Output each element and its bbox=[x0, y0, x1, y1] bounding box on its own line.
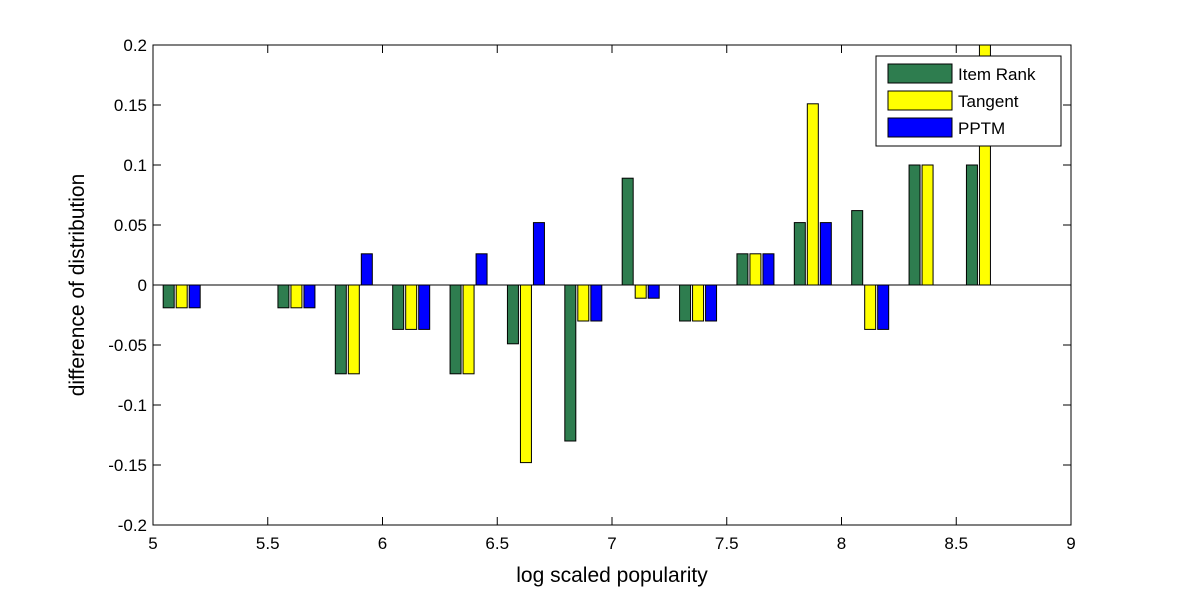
bar-item-rank-2 bbox=[334, 284, 347, 375]
bar-item-rank-12 bbox=[908, 164, 921, 286]
bar-item-rank-1 bbox=[277, 284, 290, 309]
y-tick-label: -0.1 bbox=[118, 396, 147, 415]
legend-swatch-tangent bbox=[887, 90, 953, 111]
bar-item-rank-11 bbox=[851, 210, 864, 286]
legend: Item Rank Tangent PPTM bbox=[875, 55, 1062, 147]
bar-pptm-9 bbox=[762, 253, 775, 286]
bar-item-rank-4 bbox=[449, 284, 462, 375]
bar-pptm-2 bbox=[360, 253, 373, 286]
bar-tangent-9 bbox=[749, 253, 762, 286]
y-tick-label: 0.15 bbox=[114, 96, 147, 115]
bar-pptm-0 bbox=[188, 284, 201, 309]
y-axis-label: difference of distribution bbox=[66, 174, 89, 397]
y-tick-label: 0.1 bbox=[123, 156, 147, 175]
bar-pptm-6 bbox=[590, 284, 603, 322]
x-tick-label: 7.5 bbox=[715, 534, 739, 553]
ticks-group: 5 5.5 6 6.5 7 7.5 8 8.5 9 -0.2 -0.15 -0.1 -0.05 0 0.05… bbox=[108, 36, 1075, 553]
bar-item-rank-13 bbox=[965, 164, 978, 286]
bar-tangent-3 bbox=[405, 284, 418, 330]
x-tick-label: 5.5 bbox=[256, 534, 280, 553]
legend-swatch-item-rank bbox=[887, 63, 953, 84]
x-tick-label: 5 bbox=[148, 534, 157, 553]
x-tick-label: 8.5 bbox=[944, 534, 968, 553]
x-tick-label: 6 bbox=[378, 534, 387, 553]
legend-label-item-rank: Item Rank bbox=[958, 65, 1036, 84]
bar-item-rank-6 bbox=[564, 284, 577, 442]
bar-tangent-4 bbox=[462, 284, 475, 375]
y-tick-label: -0.2 bbox=[118, 516, 147, 535]
bar-tangent-5 bbox=[519, 284, 532, 464]
y-tick-label: 0.05 bbox=[114, 216, 147, 235]
y-tick-label: -0.05 bbox=[108, 336, 147, 355]
y-tick-label: -0.15 bbox=[108, 456, 147, 475]
bar-pptm-8 bbox=[705, 284, 718, 322]
x-tick-label: 6.5 bbox=[485, 534, 509, 553]
bar-item-rank-8 bbox=[679, 284, 692, 322]
bar-tangent-0 bbox=[175, 284, 188, 309]
bar-item-rank-0 bbox=[162, 284, 175, 309]
bar-tangent-8 bbox=[692, 284, 705, 322]
bar-item-rank-7 bbox=[621, 177, 634, 286]
y-tick-label: 0.2 bbox=[123, 36, 147, 55]
bar-tangent-10 bbox=[806, 103, 819, 286]
bar-pptm-3 bbox=[418, 284, 431, 330]
bar-tangent-2 bbox=[347, 284, 360, 375]
bars-group bbox=[162, 44, 991, 464]
bar-item-rank-10 bbox=[793, 222, 806, 286]
bar-item-rank-3 bbox=[392, 284, 405, 330]
bar-item-rank-5 bbox=[506, 284, 519, 345]
bar-pptm-11 bbox=[877, 284, 890, 330]
bar-tangent-7 bbox=[634, 284, 647, 299]
bar-tangent-11 bbox=[864, 284, 877, 330]
legend-label-pptm: PPTM bbox=[958, 119, 1005, 138]
bar-pptm-1 bbox=[303, 284, 316, 309]
x-tick-label: 7 bbox=[607, 534, 616, 553]
bar-tangent-1 bbox=[290, 284, 303, 309]
bar-pptm-7 bbox=[647, 284, 660, 299]
bar-pptm-5 bbox=[532, 222, 545, 286]
bar-tangent-12 bbox=[921, 164, 934, 286]
bar-pptm-4 bbox=[475, 253, 488, 286]
x-axis-label: log scaled popularity bbox=[516, 564, 708, 587]
y-tick-label: 0 bbox=[138, 276, 147, 295]
bar-pptm-10 bbox=[819, 222, 832, 286]
bar-tangent-6 bbox=[577, 284, 590, 322]
x-tick-label: 8 bbox=[837, 534, 846, 553]
legend-label-tangent: Tangent bbox=[958, 92, 1019, 111]
bar-item-rank-9 bbox=[736, 253, 749, 286]
legend-swatch-pptm bbox=[887, 117, 953, 138]
x-tick-label: 9 bbox=[1066, 534, 1075, 553]
